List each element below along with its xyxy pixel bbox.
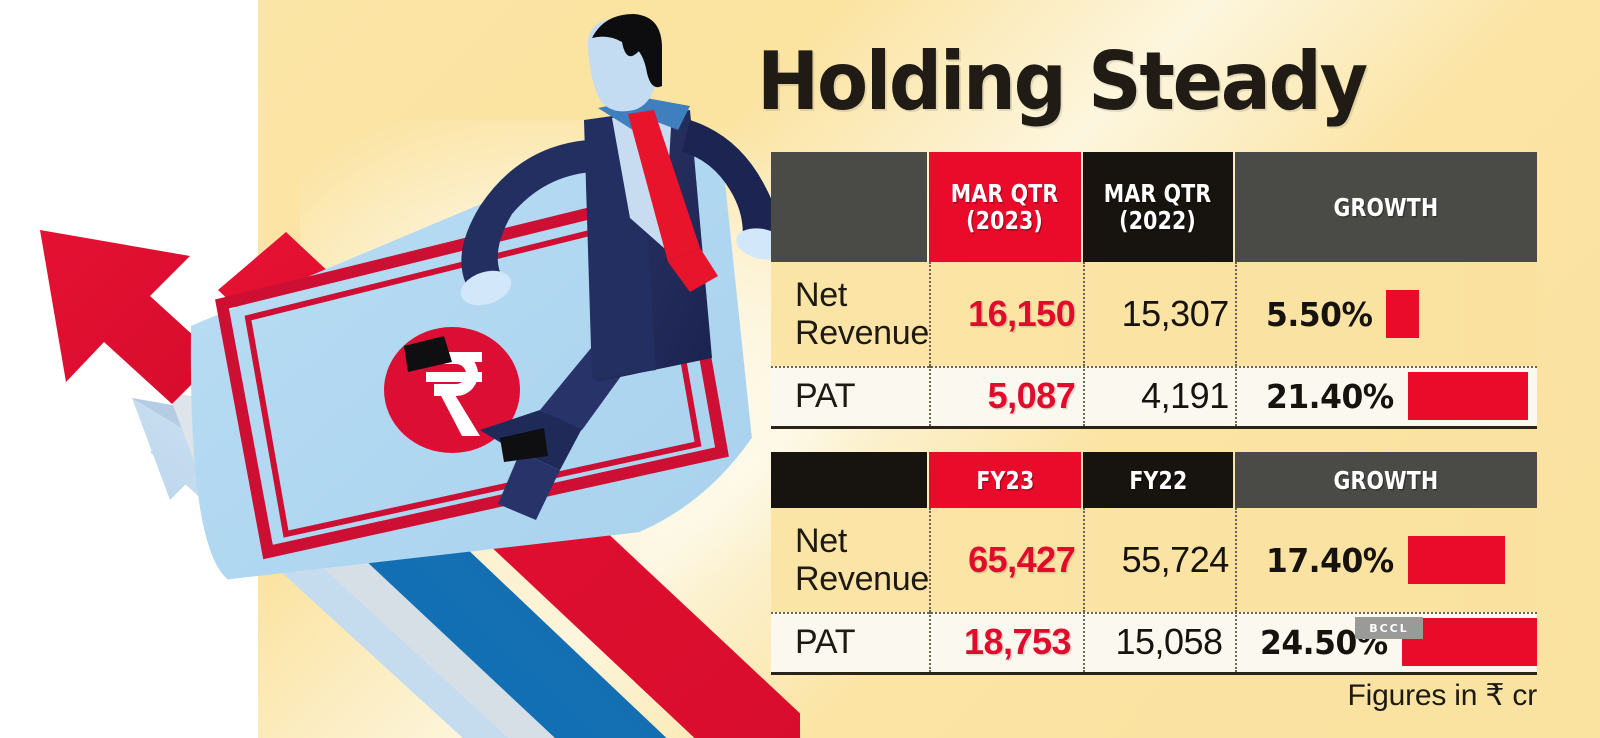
figures-note: Figures in ₹ cr: [1347, 679, 1538, 712]
header-cell-growth: GROWTH: [1235, 152, 1537, 262]
header-cell-current: FY23: [929, 452, 1081, 508]
header-label-current: FY23: [975, 465, 1035, 495]
header-label-previous: MAR QTR (2022): [1104, 179, 1212, 235]
row-value-current: 5,087: [987, 375, 1076, 416]
table-row: Net Revenue 65,427 55,724 17.40%: [771, 508, 1537, 612]
header-label-growth: GROWTH: [1333, 465, 1439, 495]
growth-bar: [1408, 536, 1506, 584]
growth-percent: 17.40%: [1265, 540, 1394, 580]
row-value-previous: 15,307: [1121, 293, 1230, 334]
header-cell-previous: FY22: [1083, 452, 1233, 508]
table-row: PAT 18,753 15,058 24.50%: [771, 612, 1537, 675]
row-label: PAT: [795, 623, 856, 661]
page-title: Holding Steady: [757, 35, 1368, 128]
row-growth-cell: 17.40%: [1246, 508, 1537, 612]
row-value-previous: 4,191: [1141, 375, 1229, 416]
table-row: Net Revenue 16,150 15,307 5.50%: [771, 262, 1537, 366]
row-label: Net Revenue: [795, 276, 929, 352]
table-row: PAT 5,087 4,191 21.40%: [771, 366, 1537, 429]
row-value-current: 18,753: [963, 621, 1072, 662]
header-cell-previous: MAR QTR (2022): [1083, 152, 1233, 262]
growth-percent: 21.40%: [1265, 376, 1394, 416]
row-growth-cell: 5.50%: [1246, 262, 1537, 366]
header-label-growth: GROWTH: [1333, 192, 1439, 222]
row-value-current: 16,150: [968, 293, 1076, 334]
row-value-previous: 55,724: [1121, 539, 1230, 580]
table-fiscal: FY23 FY22 GROWTH Net Revenue 65,427 55,7…: [771, 452, 1537, 675]
growth-bar: [1385, 290, 1419, 338]
row-label: PAT: [795, 377, 856, 415]
illustration-businessman: [40, 14, 800, 738]
header-label-current: MAR QTR (2023): [951, 179, 1059, 235]
header-cell-current: MAR QTR (2023): [929, 152, 1081, 262]
growth-percent: 5.50%: [1265, 294, 1373, 334]
header-cell-blank: [771, 152, 927, 262]
row-value-previous: 15,058: [1115, 621, 1223, 662]
header-cell-blank: [771, 452, 927, 508]
table-header-row: MAR QTR (2023) MAR QTR (2022) GROWTH: [771, 152, 1537, 262]
table-header-row: FY23 FY22 GROWTH: [771, 452, 1537, 508]
row-label: Net Revenue: [795, 522, 929, 598]
row-growth-cell: 21.40%: [1246, 366, 1537, 426]
row-value-current: 65,427: [968, 539, 1076, 580]
bccl-watermark: BCCL: [1355, 617, 1423, 639]
header-label-previous: FY22: [1128, 465, 1188, 495]
header-cell-growth: GROWTH: [1235, 452, 1537, 508]
growth-bar: [1402, 618, 1537, 666]
table-quarter: MAR QTR (2023) MAR QTR (2022) GROWTH Net…: [771, 152, 1537, 429]
growth-bar: [1408, 372, 1529, 420]
